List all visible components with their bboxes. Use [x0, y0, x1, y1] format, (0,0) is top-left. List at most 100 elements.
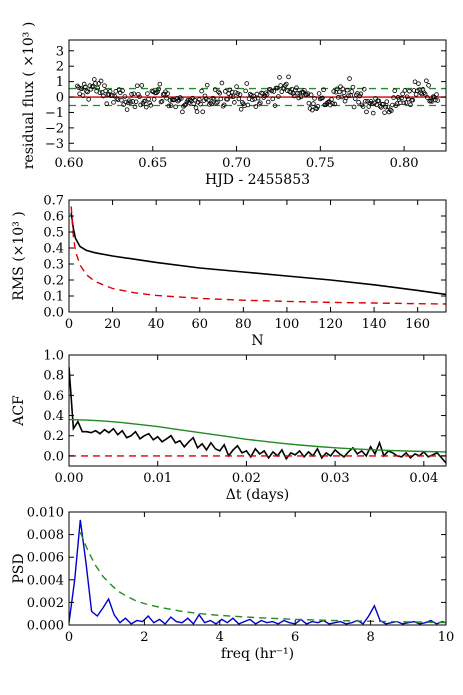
data-point — [416, 81, 421, 86]
data-point — [435, 98, 440, 103]
data-point — [122, 94, 128, 99]
data-point — [315, 104, 321, 109]
data-point — [89, 84, 95, 90]
data-point — [248, 93, 254, 98]
data-point — [309, 107, 315, 113]
data-point — [134, 83, 140, 89]
data-point — [244, 81, 250, 86]
data-point — [265, 99, 271, 105]
data-point — [147, 100, 152, 106]
y-tick-label: 0.1 — [43, 290, 64, 305]
data-point — [331, 89, 337, 94]
y-tick-label: 0.002 — [27, 596, 64, 611]
data-point — [154, 90, 159, 96]
data-point — [414, 88, 420, 94]
data-point — [235, 91, 241, 96]
x-tick-label: 20 — [104, 317, 121, 332]
data-point — [287, 89, 292, 94]
y-tick-label: 1.0 — [43, 349, 64, 364]
y-tick-label: 0.5 — [43, 226, 64, 241]
series-line-2 — [69, 418, 446, 453]
data-point — [95, 85, 101, 91]
data-point — [253, 104, 259, 109]
y-tick-label: 0.010 — [27, 506, 64, 521]
data-point — [148, 103, 154, 108]
y-tick-label: 0.3 — [43, 258, 64, 273]
data-point — [312, 96, 317, 101]
data-point — [121, 102, 126, 107]
data-point — [209, 101, 215, 107]
data-point — [283, 81, 289, 87]
data-point — [431, 94, 437, 100]
data-point — [277, 75, 282, 80]
data-point — [114, 96, 120, 102]
series-line-1 — [69, 367, 446, 464]
data-point — [425, 95, 430, 100]
y-tick-label: 3 — [56, 44, 64, 59]
data-point — [133, 99, 139, 105]
x-tick-label: 0.02 — [232, 471, 261, 486]
data-point — [349, 89, 355, 94]
data-point — [361, 86, 367, 92]
data-point — [77, 91, 82, 97]
data-point — [311, 101, 316, 106]
y-tick-label: 0.2 — [43, 429, 64, 444]
plot-area — [69, 519, 446, 625]
data-point — [93, 81, 98, 86]
data-point — [128, 100, 133, 105]
data-point — [112, 93, 117, 99]
x-tick-label: 0.65 — [138, 156, 167, 171]
data-point — [164, 95, 169, 101]
x-tick-label: 0.03 — [321, 471, 350, 486]
data-point — [306, 100, 312, 106]
data-point — [88, 86, 94, 92]
data-point — [183, 102, 189, 107]
data-point — [369, 101, 375, 106]
data-point — [339, 94, 344, 100]
y-tick-label: 0.0 — [43, 449, 64, 464]
data-point — [81, 81, 87, 87]
data-point — [228, 93, 234, 99]
data-point — [221, 102, 227, 108]
x-tick-label: 0.70 — [222, 156, 251, 171]
data-point — [178, 96, 184, 101]
x-axis-label: Δt (days) — [226, 487, 290, 503]
plot-area — [70, 206, 446, 305]
data-point — [92, 77, 97, 82]
series-line-2 — [79, 532, 446, 624]
data-point — [294, 85, 299, 90]
x-tick-label: 4 — [216, 630, 224, 645]
data-point — [180, 109, 185, 115]
data-point — [330, 101, 335, 106]
x-tick-label: 10 — [438, 630, 455, 645]
data-point — [337, 89, 342, 95]
data-point — [373, 96, 378, 101]
x-tick-label: 40 — [148, 317, 165, 332]
y-axis-label: residual flux ( ×10³ ) — [21, 22, 37, 170]
y-tick-label: 0.8 — [43, 369, 64, 384]
data-point — [350, 84, 356, 90]
data-point — [410, 97, 416, 103]
data-point — [321, 87, 326, 93]
data-point — [113, 89, 119, 94]
data-point — [225, 97, 230, 102]
data-point — [129, 92, 134, 97]
x-tick-label: 120 — [318, 317, 343, 332]
y-tick-label: 2 — [56, 60, 64, 75]
data-point — [400, 91, 405, 97]
data-point — [384, 99, 390, 104]
data-point — [412, 79, 418, 85]
y-tick-label: 0 — [56, 91, 64, 106]
data-point — [341, 90, 347, 96]
x-tick-label: 60 — [191, 317, 208, 332]
data-point — [385, 104, 391, 110]
plot-area — [69, 367, 446, 464]
data-point — [320, 95, 325, 101]
data-point — [143, 104, 149, 110]
data-point — [290, 91, 296, 96]
data-point — [230, 94, 236, 100]
data-point — [104, 101, 110, 107]
plot-area — [69, 74, 446, 116]
